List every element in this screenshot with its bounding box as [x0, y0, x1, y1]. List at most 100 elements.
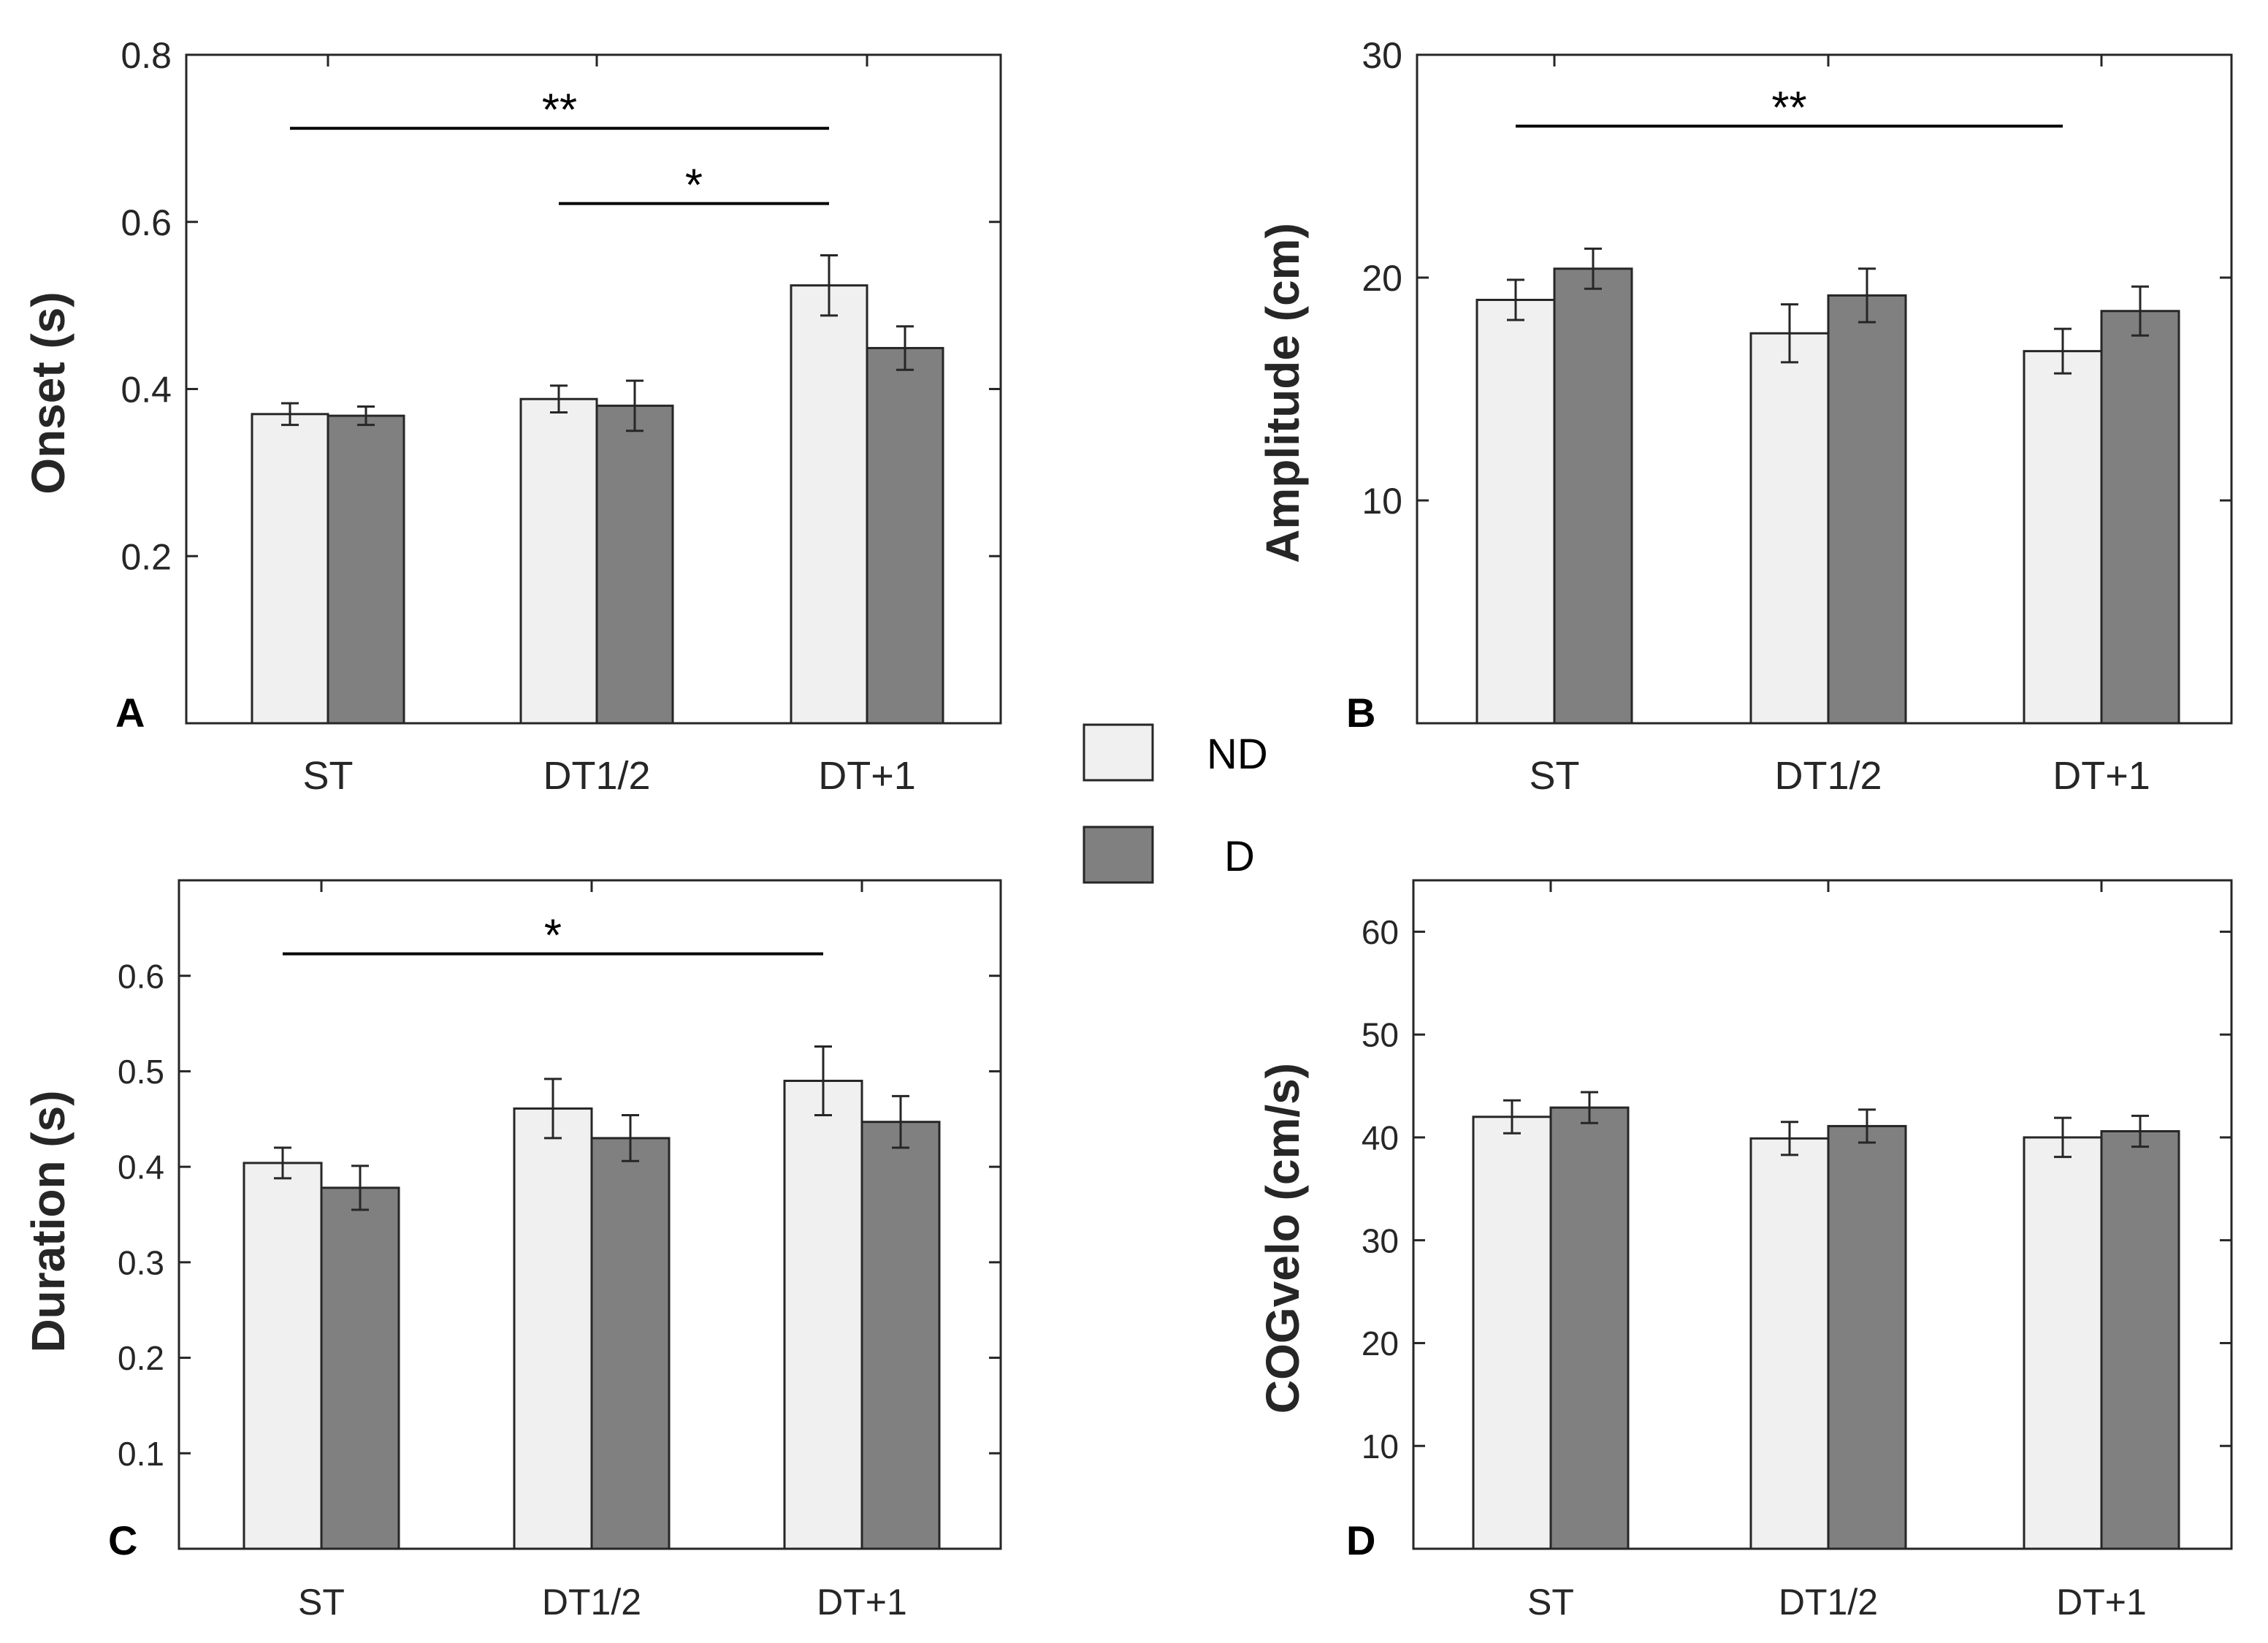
panel-letter: C: [108, 1517, 137, 1563]
error-bar: [1503, 1099, 1521, 1135]
axes-frame: [1412, 879, 2233, 1550]
bar-nd-dt-1: [2023, 1136, 2103, 1550]
error-bar: [896, 325, 914, 371]
bar-d-dt1-2: [1827, 1124, 1907, 1550]
bar-d-dt-1: [2100, 310, 2180, 725]
y-tick-label: 60: [1362, 913, 1399, 951]
error-bar: [1858, 267, 1876, 324]
y-tick-label: 20: [1362, 258, 1402, 299]
error-bar: [1507, 278, 1524, 321]
bar-nd-dt-1: [783, 1080, 863, 1550]
bar-d-dt1-2: [1827, 294, 1907, 725]
error-bar: [814, 1045, 832, 1117]
bar-nd-dt1-2: [513, 1107, 593, 1550]
bar-nd-dt1-2: [1749, 332, 1830, 725]
x-tick-label: DT+1: [818, 754, 916, 798]
y-tick-label: 40: [1362, 1118, 1399, 1156]
significance-label: **: [542, 85, 577, 136]
y-tick-label: 0.3: [118, 1243, 164, 1281]
panel-d-cogvelo: 10 20 30 40 50 60 ST DT1/2 DT+1 COGvelo (cm/s) D: [1256, 879, 2233, 1623]
x-tick-label: ST: [298, 1582, 345, 1623]
bar-nd-dt1-2: [519, 397, 598, 725]
x-tick-label: DT+1: [2056, 1582, 2147, 1623]
bar-nd-dt-1: [790, 284, 868, 725]
x-tick-label: DT1/2: [1774, 754, 1882, 798]
x-tick-label: DT1/2: [543, 754, 650, 798]
error-bar: [892, 1094, 909, 1149]
y-tick-label: 0.5: [118, 1053, 164, 1091]
x-tick-label: DT+1: [817, 1582, 907, 1623]
y-tick-label: 0.4: [121, 370, 172, 411]
error-bar: [2131, 1114, 2149, 1148]
legend-label-d: D: [1224, 833, 1255, 880]
x-tick-label: ST: [1529, 754, 1579, 798]
error-bar: [274, 1146, 291, 1180]
y-axis-title: Duration (s): [22, 1090, 75, 1352]
bar-nd-st: [1472, 1116, 1552, 1550]
panel-a-onset: *** 0.20.40.60.8ST DT1/2 DT+1 Onset (s) A: [22, 35, 1002, 798]
y-tick-label: 0.8: [121, 35, 172, 76]
error-bar: [626, 379, 644, 432]
error-bar: [1581, 1091, 1598, 1124]
y-tick-label: 30: [1362, 35, 1402, 76]
panel-letter: B: [1346, 690, 1375, 736]
axes-frame: [177, 879, 1002, 1550]
legend-swatch-nd: [1083, 723, 1154, 782]
bar-d-dt1-2: [590, 1137, 671, 1550]
y-tick-label: 0.2: [118, 1339, 164, 1377]
y-tick-label: 0.6: [118, 957, 164, 995]
bar-nd-dt1-2: [1749, 1137, 1830, 1550]
y-tick-label: 10: [1362, 1427, 1399, 1465]
error-bar: [1584, 247, 1602, 290]
panel-b-amplitude: ** 10 20 30 ST DT1/2 DT+1 Amplitude (cm) B: [1256, 35, 2233, 798]
bar-d-st: [327, 414, 405, 725]
significance-label: *: [544, 911, 562, 961]
error-bar: [2054, 1116, 2072, 1159]
y-tick-label: 0.2: [121, 536, 172, 577]
x-tick-label: DT1/2: [1779, 1582, 1878, 1623]
y-tick-label: 50: [1362, 1016, 1399, 1054]
y-tick-label: 0.4: [118, 1148, 164, 1186]
bar-nd-dt-1: [2023, 350, 2103, 725]
error-bar: [1858, 1108, 1876, 1144]
y-axis-title: Amplitude (cm): [1256, 223, 1309, 563]
legend: ND D: [1083, 723, 1268, 884]
error-bar: [357, 405, 375, 427]
y-tick-label: 10: [1362, 481, 1402, 522]
bar-nd-st: [1475, 299, 1556, 725]
error-bar: [622, 1114, 639, 1162]
x-tick-label: DT1/2: [542, 1582, 641, 1623]
y-tick-label: 20: [1362, 1324, 1399, 1362]
bar-d-dt-1: [866, 346, 944, 725]
bar-d-st: [1553, 267, 1633, 725]
error-bar: [2131, 285, 2149, 337]
significance-label: *: [685, 161, 703, 211]
legend-swatch-d: [1083, 826, 1154, 884]
y-tick-label: 0.1: [118, 1435, 164, 1473]
error-bar: [281, 402, 299, 427]
error-bar: [550, 384, 568, 414]
bar-d-dt1-2: [595, 404, 674, 725]
panel-letter: A: [115, 690, 145, 736]
x-tick-label: ST: [1527, 1582, 1574, 1623]
error-bar: [820, 254, 838, 317]
panel-letter: D: [1346, 1517, 1375, 1563]
y-tick-label: 30: [1362, 1221, 1399, 1259]
legend-label-nd: ND: [1207, 731, 1268, 778]
error-bar: [1781, 303, 1798, 364]
error-bar: [544, 1078, 562, 1140]
axes-frame: [1416, 53, 2233, 725]
error-bar: [1781, 1121, 1798, 1156]
bar-d-dt-1: [860, 1121, 941, 1550]
bar-d-st: [320, 1186, 400, 1550]
bar-nd-st: [251, 413, 329, 725]
x-tick-label: ST: [302, 754, 353, 798]
significance-label: **: [1771, 83, 1806, 134]
bar-d-dt-1: [2100, 1129, 2180, 1550]
y-axis-title: Onset (s): [22, 291, 75, 494]
y-axis-title: COGvelo (cm/s): [1256, 1063, 1309, 1414]
error-bar: [2054, 327, 2072, 375]
y-tick-label: 0.6: [121, 202, 172, 243]
error-bar: [351, 1164, 369, 1211]
